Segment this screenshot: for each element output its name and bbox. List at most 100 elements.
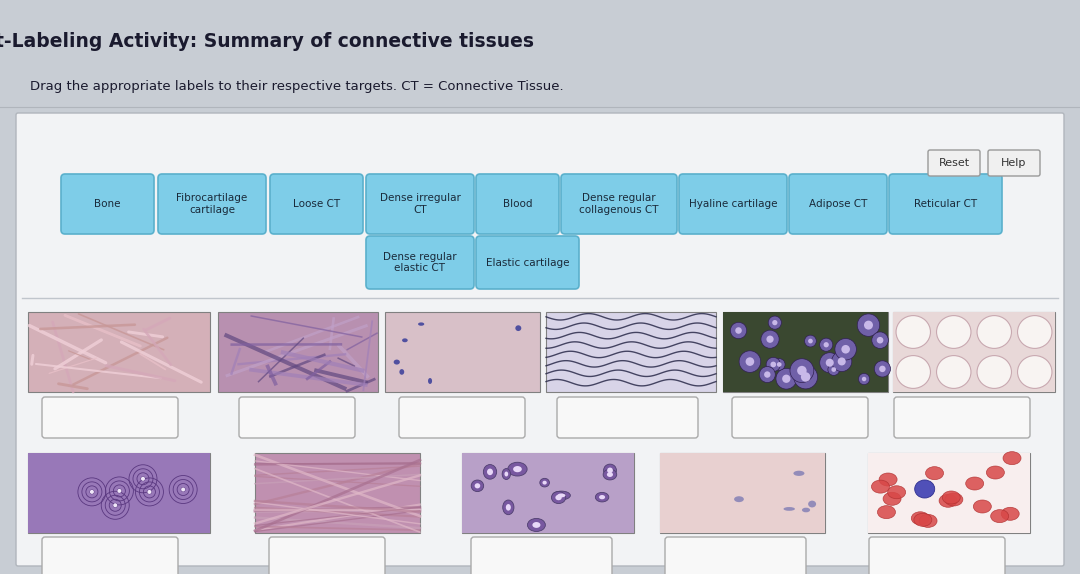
Bar <box>893 312 1055 392</box>
Bar <box>28 453 210 533</box>
Ellipse shape <box>1001 507 1020 520</box>
FancyBboxPatch shape <box>471 537 612 574</box>
Ellipse shape <box>418 323 424 326</box>
Circle shape <box>759 367 775 382</box>
Circle shape <box>872 332 889 348</box>
FancyBboxPatch shape <box>239 397 355 438</box>
Ellipse shape <box>552 491 566 503</box>
Circle shape <box>801 372 810 382</box>
Ellipse shape <box>607 472 613 477</box>
FancyBboxPatch shape <box>869 537 1005 574</box>
Bar <box>723 312 888 392</box>
Ellipse shape <box>515 325 522 331</box>
Circle shape <box>826 359 834 367</box>
FancyBboxPatch shape <box>889 174 1002 234</box>
Ellipse shape <box>794 471 805 476</box>
Ellipse shape <box>734 496 744 502</box>
Ellipse shape <box>990 510 1009 523</box>
FancyBboxPatch shape <box>789 174 887 234</box>
Text: Bone: Bone <box>94 199 121 209</box>
Text: Blood: Blood <box>503 199 532 209</box>
Circle shape <box>859 374 869 385</box>
Bar <box>868 453 1030 533</box>
FancyBboxPatch shape <box>16 113 1064 566</box>
Ellipse shape <box>527 518 545 532</box>
Circle shape <box>90 490 94 494</box>
Ellipse shape <box>393 359 400 364</box>
Ellipse shape <box>986 466 1004 479</box>
FancyBboxPatch shape <box>399 397 525 438</box>
Ellipse shape <box>945 493 963 506</box>
Ellipse shape <box>502 500 514 515</box>
Bar <box>660 453 825 533</box>
Ellipse shape <box>966 477 984 490</box>
Circle shape <box>767 336 773 343</box>
Ellipse shape <box>936 316 971 348</box>
FancyBboxPatch shape <box>269 537 384 574</box>
Circle shape <box>835 339 856 360</box>
Ellipse shape <box>603 469 617 480</box>
Circle shape <box>181 487 185 491</box>
Ellipse shape <box>402 338 408 342</box>
Ellipse shape <box>508 462 527 476</box>
Ellipse shape <box>879 473 897 486</box>
Circle shape <box>735 327 742 334</box>
Text: Loose CT: Loose CT <box>293 199 340 209</box>
Circle shape <box>770 362 777 367</box>
Ellipse shape <box>553 491 570 500</box>
Ellipse shape <box>783 507 795 511</box>
FancyBboxPatch shape <box>476 174 559 234</box>
Circle shape <box>820 352 840 373</box>
FancyBboxPatch shape <box>270 174 363 234</box>
FancyBboxPatch shape <box>557 397 698 438</box>
Bar <box>255 453 420 533</box>
Circle shape <box>879 366 886 372</box>
Circle shape <box>832 367 836 372</box>
Circle shape <box>820 338 833 351</box>
Circle shape <box>118 489 121 493</box>
FancyBboxPatch shape <box>366 174 474 234</box>
Text: Help: Help <box>1001 158 1027 168</box>
Circle shape <box>730 323 746 339</box>
FancyBboxPatch shape <box>928 150 980 176</box>
Circle shape <box>766 358 781 371</box>
Ellipse shape <box>557 494 566 498</box>
Ellipse shape <box>888 486 906 499</box>
Ellipse shape <box>607 468 613 473</box>
Ellipse shape <box>914 513 932 526</box>
Text: Adipose CT: Adipose CT <box>809 199 867 209</box>
Circle shape <box>858 314 880 336</box>
FancyBboxPatch shape <box>679 174 787 234</box>
Circle shape <box>764 371 770 378</box>
FancyBboxPatch shape <box>476 236 579 289</box>
FancyBboxPatch shape <box>732 397 868 438</box>
FancyBboxPatch shape <box>42 397 178 438</box>
Text: Fibrocartilage
cartilage: Fibrocartilage cartilage <box>176 193 247 215</box>
Ellipse shape <box>936 356 971 389</box>
Ellipse shape <box>555 495 562 500</box>
Circle shape <box>739 351 760 373</box>
Ellipse shape <box>940 494 957 507</box>
Ellipse shape <box>883 492 901 505</box>
Ellipse shape <box>1003 452 1021 464</box>
FancyBboxPatch shape <box>561 174 677 234</box>
FancyBboxPatch shape <box>42 537 178 574</box>
Ellipse shape <box>973 500 991 513</box>
Ellipse shape <box>942 491 960 504</box>
Ellipse shape <box>595 492 609 502</box>
Bar <box>893 312 1055 392</box>
Text: t-Labeling Activity: Summary of connective tissues: t-Labeling Activity: Summary of connecti… <box>0 32 534 51</box>
Bar <box>218 312 378 392</box>
Text: Dense regular
collagenous CT: Dense regular collagenous CT <box>579 193 659 215</box>
FancyBboxPatch shape <box>366 236 474 289</box>
Ellipse shape <box>872 480 890 493</box>
Text: Hyaline cartilage: Hyaline cartilage <box>689 199 778 209</box>
Circle shape <box>794 365 818 389</box>
Circle shape <box>777 362 782 367</box>
Ellipse shape <box>542 480 546 484</box>
Circle shape <box>841 345 850 354</box>
Bar <box>660 453 825 533</box>
Text: Dense regular
elastic CT: Dense regular elastic CT <box>383 252 457 273</box>
Ellipse shape <box>604 464 617 476</box>
Ellipse shape <box>896 356 931 389</box>
